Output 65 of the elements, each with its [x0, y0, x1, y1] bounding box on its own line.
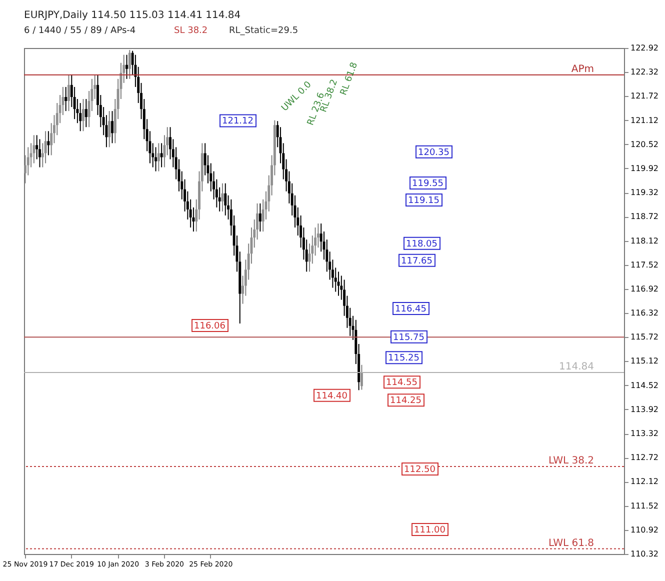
- candlestick: [82, 98, 84, 132]
- candlestick: [360, 364, 363, 390]
- y-tick-label: 119.92: [630, 164, 658, 173]
- annotation: 120.35: [418, 148, 450, 158]
- candlestick: [84, 98, 88, 128]
- annotation: 115.75: [393, 332, 424, 343]
- annotation: RL 61.8: [339, 60, 360, 97]
- y-tick-label: 112.72: [630, 453, 658, 462]
- y-tick-label: 122.92: [630, 44, 658, 52]
- candlestick: [32, 134, 36, 164]
- annotation: 111.00: [414, 525, 446, 536]
- y-tick-label: 117.52: [630, 260, 658, 270]
- y-tick-label: 121.12: [630, 116, 658, 125]
- candlestick: [221, 182, 224, 212]
- text: RL_Static=29.5: [229, 26, 298, 36]
- y-tick-label: 119.32: [630, 188, 658, 198]
- y-tick-label: 110.32: [630, 550, 658, 558]
- annotation: 114.40: [316, 391, 348, 402]
- y-tick-label: 111.52: [630, 501, 658, 510]
- annotation: 112.50: [404, 465, 436, 476]
- ref-line-label: LWL 38.2: [548, 455, 594, 466]
- annotation: 119.55: [412, 178, 444, 189]
- y-tick-label: 122.32: [630, 68, 658, 77]
- text: 6 / 1440 / 55 / 89 / APs-4: [24, 26, 136, 36]
- candlestick: [64, 86, 68, 112]
- ref-line-label: LWL 61.8: [548, 538, 594, 549]
- annotation: 116.06: [194, 322, 226, 332]
- candlestick: [79, 102, 82, 132]
- annotation: 118.05: [406, 239, 438, 250]
- y-tick-label: 116.92: [630, 284, 658, 294]
- annotation: 114.25: [390, 396, 422, 406]
- candlestick: [111, 110, 114, 144]
- y-tick-label: 112.12: [630, 477, 658, 486]
- text: SL 38.2: [174, 26, 208, 36]
- y-tick-label: 113.92: [630, 404, 658, 414]
- candlestick: [126, 54, 128, 80]
- candlestick: [154, 146, 157, 172]
- y-tick-label: 115.12: [630, 356, 658, 366]
- annotation: 116.45: [395, 304, 426, 315]
- annotation: 115.25: [388, 354, 420, 364]
- annotation: 121.12: [222, 116, 254, 127]
- y-tick-label: 114.52: [630, 380, 658, 390]
- y-tick-label: 115.72: [630, 332, 658, 342]
- candlestick: [258, 202, 262, 232]
- y-tick-label: 118.72: [630, 212, 658, 222]
- ref-line-label: APm: [571, 64, 594, 75]
- ref-line-label: 114.84: [559, 361, 594, 372]
- candlestick: [47, 130, 50, 156]
- annotation: 117.65: [401, 256, 432, 266]
- y-tick-label: 113.32: [630, 429, 658, 438]
- annotation: 114.55: [386, 378, 418, 388]
- candlestick: [160, 142, 163, 168]
- y-tick-label: 120.52: [630, 140, 658, 149]
- chart-title: EURJPY,Daily 114.50 115.03 114.41 114.84: [24, 10, 241, 21]
- y-tick-label: 110.92: [630, 525, 658, 534]
- candlestick: [157, 142, 160, 172]
- y-tick-label: 116.32: [630, 308, 658, 318]
- y-tick-label: 121.72: [630, 92, 658, 101]
- annotation: 119.15: [408, 196, 440, 206]
- candlestick: [38, 138, 41, 168]
- candlestick: [224, 182, 227, 216]
- candlestick: [44, 130, 47, 164]
- candlestick: [68, 74, 70, 112]
- y-tick-label: 118.12: [630, 236, 658, 246]
- candlestick: [108, 110, 111, 148]
